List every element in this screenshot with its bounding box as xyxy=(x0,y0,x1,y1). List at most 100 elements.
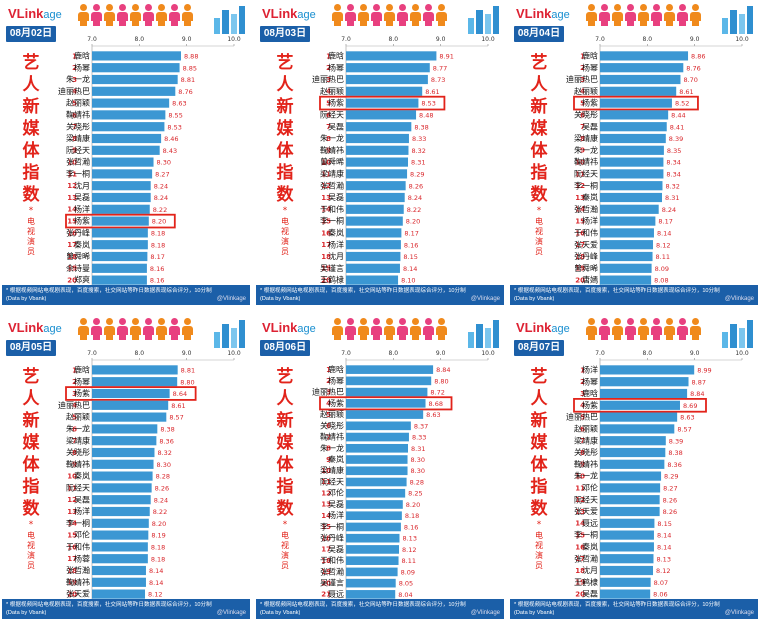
value-label: 8.31 xyxy=(665,194,679,202)
x-tick-label: 7.0 xyxy=(87,36,97,43)
footer: * 根据视频网站电视剧表现，百度搜索，社交网站等昨日数据表现综合评分，10分制 (… xyxy=(2,599,250,619)
artist-label: 赵丽颖 xyxy=(320,409,344,419)
value-label: 8.29 xyxy=(410,170,424,178)
value-label: 8.22 xyxy=(153,508,167,516)
artist-label: 秦岚 xyxy=(582,192,598,202)
bar xyxy=(600,365,695,375)
artist-label: 李一桐 xyxy=(574,530,598,540)
artist-label: 朱一龙 xyxy=(574,471,598,481)
value-label: 8.16 xyxy=(150,277,164,285)
bar xyxy=(346,63,430,73)
value-label: 8.76 xyxy=(178,88,192,96)
value-label: 8.81 xyxy=(181,76,195,84)
rank-label: 17 xyxy=(321,241,331,249)
person-icon xyxy=(104,318,115,340)
rank-label: 20 xyxy=(575,590,585,598)
value-label: 8.17 xyxy=(658,218,672,226)
subtitle-char: 演 xyxy=(27,237,35,246)
artist-label: 吴磊 xyxy=(74,495,90,504)
rank-label: 10 xyxy=(67,472,77,480)
value-label: 8.36 xyxy=(667,461,681,469)
bar xyxy=(600,228,654,238)
title-star: * xyxy=(282,206,288,216)
subtitle-char: 电 xyxy=(281,217,289,226)
person-icon xyxy=(625,4,636,26)
artist-label: 张哲瀚 xyxy=(66,157,90,167)
vlinkage-logo: VLinkage xyxy=(262,320,316,335)
footer: * 根据视频网站电视剧表现，百度搜索，社交网站等昨日数据表现综合评分，10分制 (… xyxy=(256,599,504,619)
value-label: 8.38 xyxy=(668,449,682,457)
artist-label: 杨洋 xyxy=(582,364,598,374)
bar xyxy=(346,251,401,262)
person-icon xyxy=(599,4,610,26)
x-tick-label: 8.0 xyxy=(135,36,145,43)
artist-label: 张丹峰 xyxy=(320,533,344,543)
bar xyxy=(92,412,167,422)
bar xyxy=(600,565,654,576)
title-char: 体 xyxy=(530,141,548,161)
bar xyxy=(346,275,399,285)
rank-label: 17 xyxy=(67,555,77,563)
bar xyxy=(600,530,654,540)
artist-label: 于和伟 xyxy=(66,541,90,551)
title-char: 新 xyxy=(22,97,40,117)
rank-label: 10 xyxy=(321,158,331,166)
value-label: 8.39 xyxy=(669,135,683,143)
person-icon xyxy=(384,318,395,340)
artist-label: 朱一龙 xyxy=(574,145,598,155)
bar xyxy=(600,459,665,469)
x-tick-label: 9.0 xyxy=(436,350,446,357)
bar xyxy=(346,399,426,408)
value-label: 8.87 xyxy=(692,378,706,386)
rank-label: 9 xyxy=(580,147,585,155)
highlight-box xyxy=(319,95,446,111)
value-label: 8.16 xyxy=(150,265,164,273)
rank-label: 17 xyxy=(575,241,585,249)
rank-label: 16 xyxy=(321,229,331,237)
rank-label: 14 xyxy=(321,512,331,520)
artist-label: 鞠婧祎 xyxy=(320,432,344,442)
artist-label: 迪丽热巴 xyxy=(566,412,598,422)
footer-note: * 根据视频网站电视剧表现，百度搜索，社交网站等昨日数据表现综合评分，10分制 xyxy=(260,602,466,608)
value-label: 8.14 xyxy=(657,229,671,237)
person-icon xyxy=(664,318,675,340)
rank-label: 19 xyxy=(321,265,331,273)
bar xyxy=(346,86,423,96)
value-label: 8.61 xyxy=(679,88,693,96)
value-label: 8.30 xyxy=(411,456,425,464)
footer: * 根据视频网站电视剧表现，百度搜索，社交网站等昨日数据表现综合评分，10分制 (… xyxy=(256,285,504,305)
rank-label: 10 xyxy=(575,472,585,480)
value-label: 8.39 xyxy=(669,437,683,445)
ranking-panel: VLinkage 08月02日艺人新媒体指数 * 电视演员 7.0 8.0 9.0 10.0 1… xyxy=(2,2,250,305)
subtitle-char: 视 xyxy=(281,227,289,236)
logo-sub: age xyxy=(297,323,316,335)
rank-label: 9 xyxy=(326,456,331,464)
bar xyxy=(346,556,399,565)
artist-label: 杨蓉 xyxy=(74,553,90,563)
bar xyxy=(346,263,400,273)
rank-label: 18 xyxy=(67,567,77,575)
rank-label: 13 xyxy=(321,501,331,509)
artist-label: 张天爱 xyxy=(66,590,90,599)
artist-label: 朱一龙 xyxy=(320,443,344,453)
rank-label: 4 xyxy=(72,88,77,96)
rank-label: 12 xyxy=(321,182,331,190)
artist-label: 梁靖康 xyxy=(66,133,90,143)
vertical-title: 艺人新媒体指数 * 电视演员 xyxy=(20,52,42,257)
person-icon xyxy=(104,4,115,26)
value-label: 8.63 xyxy=(680,414,694,422)
value-label: 8.12 xyxy=(656,241,670,249)
value-label: 8.26 xyxy=(155,484,169,492)
x-tick-label: 7.0 xyxy=(87,350,97,357)
bar xyxy=(346,122,412,132)
value-label: 8.13 xyxy=(656,555,670,563)
person-icon xyxy=(332,318,343,340)
footer-note: * 根据视频网站电视剧表现，百度搜索，社交网站等昨日数据表现综合评分，10分制 xyxy=(514,288,720,294)
ranking-panel: VLinkage 08月07日艺人新媒体指数 * 电视演员 7.0 8.0 9.0 10.0 1… xyxy=(510,316,758,619)
artist-label: 曾舜晞 xyxy=(66,251,90,261)
building-icon xyxy=(468,6,499,34)
rank-label: 5 xyxy=(326,99,331,107)
artist-label: 梁靖康 xyxy=(574,435,598,445)
